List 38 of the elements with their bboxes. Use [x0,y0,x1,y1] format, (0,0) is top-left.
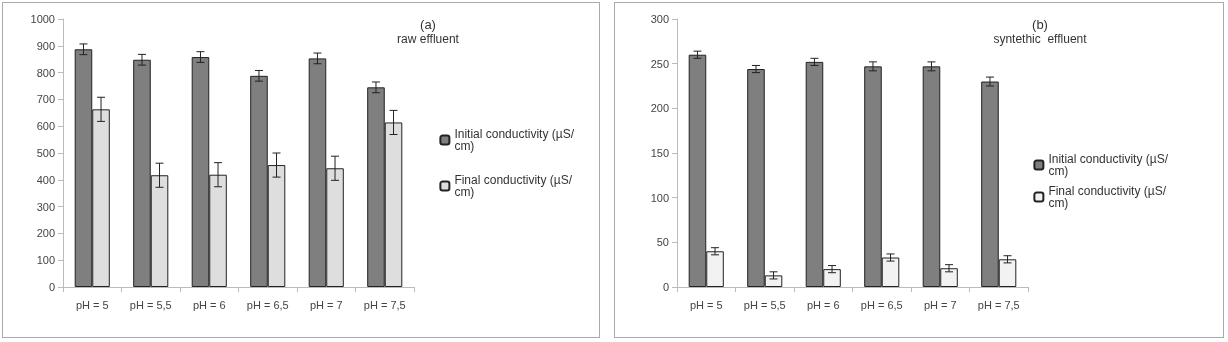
text: syntethic effluent [993,32,1088,46]
y-tick-label: 200 [650,102,669,115]
chart-title: (b) [1032,17,1048,32]
x-tick-label: pH = 6 [806,298,840,311]
y-tick-label: 250 [650,57,669,70]
x-tick-label: pH = 7,5 [977,298,1020,311]
x-tick-label: pH = 6,5 [246,298,289,311]
legend-label: Final conductivity (µS/cm) [1048,184,1167,210]
y-tick-label: 0 [662,281,669,293]
y-tick-label: 50 [656,236,669,249]
y-tick-label: 700 [36,93,55,106]
y-tick-label: 800 [36,66,55,79]
y-tick-label: 400 [36,173,55,186]
y-tick-label: 200 [36,227,55,240]
x-tick-label: pH = 5 [75,298,109,311]
x-tick-label: pH = 5,5 [129,298,172,311]
y-tick-label: 0 [48,281,55,293]
y-tick-label: 300 [36,200,55,213]
y-tick-label: 500 [36,147,55,159]
text: raw effluent [397,32,460,46]
x-tick-label: pH = 5 [689,298,723,311]
x-tick-label: pH = 6,5 [860,298,903,311]
x-tick-label: pH = 7 [923,298,957,311]
legend-label: Final conductivity (µS/cm) [454,173,573,199]
y-tick-label: 100 [36,254,55,267]
y-tick-label: 1000 [30,13,55,25]
x-tick-label: pH = 7 [309,298,343,311]
y-tick-label: 300 [650,13,669,25]
y-tick-label: 100 [650,191,669,204]
x-tick-label: pH = 7,5 [363,298,406,311]
y-tick-label: 600 [36,120,55,133]
x-tick-label: pH = 5,5 [743,298,786,311]
legend-label: Initial conductivity (µS/cm) [1048,152,1169,178]
y-tick-label: 150 [650,147,669,159]
x-tick-label: pH = 6 [192,298,226,311]
y-tick-label: 900 [36,39,55,52]
legend-label: Initial conductivity (µS/cm) [454,127,575,153]
chart-title: (a) [420,17,436,32]
